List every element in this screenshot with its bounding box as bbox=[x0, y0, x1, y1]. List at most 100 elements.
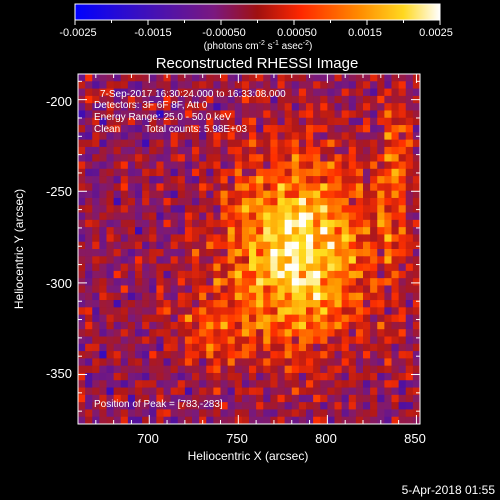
heatmap-pixel bbox=[135, 394, 143, 403]
heatmap-pixel bbox=[398, 197, 407, 206]
heatmap-pixel bbox=[120, 154, 129, 162]
heatmap-pixel bbox=[306, 285, 314, 294]
heatmap-pixel bbox=[398, 103, 407, 111]
heatmap-pixel bbox=[298, 219, 307, 228]
heatmap-pixel bbox=[249, 249, 257, 257]
heatmap-pixel bbox=[277, 110, 286, 119]
heatmap-pixel bbox=[184, 234, 193, 243]
heatmap-pixel bbox=[156, 300, 164, 308]
heatmap-pixel bbox=[135, 190, 143, 199]
heatmap-pixel bbox=[377, 372, 385, 381]
heatmap-pixel bbox=[334, 110, 343, 119]
heatmap-pixel bbox=[149, 256, 157, 264]
y-tick-label: -350 bbox=[46, 366, 72, 381]
heatmap-pixel bbox=[384, 358, 392, 367]
heatmap-pixel bbox=[120, 351, 129, 359]
heatmap-pixel bbox=[78, 416, 86, 425]
heatmap-pixel bbox=[256, 241, 264, 250]
heatmap-pixel bbox=[412, 176, 421, 184]
heatmap-pixel bbox=[398, 263, 407, 272]
heatmap-pixel bbox=[334, 88, 343, 97]
heatmap-pixel bbox=[135, 234, 143, 243]
heatmap-pixel bbox=[391, 161, 400, 170]
heatmap-pixel bbox=[135, 321, 143, 330]
heatmap-pixel bbox=[313, 197, 321, 206]
heatmap-pixel bbox=[270, 336, 278, 345]
heatmap-pixel bbox=[341, 307, 350, 316]
heatmap-pixel bbox=[142, 409, 150, 418]
heatmap-pixel bbox=[227, 409, 236, 418]
heatmap-pixel bbox=[163, 292, 172, 301]
heatmap-pixel bbox=[99, 256, 107, 264]
heatmap-pixel bbox=[384, 387, 392, 396]
heatmap-pixel bbox=[256, 307, 264, 316]
heatmap-pixel bbox=[156, 241, 164, 250]
heatmap-pixel bbox=[263, 212, 271, 221]
heatmap-pixel bbox=[270, 256, 278, 264]
heatmap-pixel bbox=[263, 365, 271, 374]
heatmap-pixel bbox=[120, 336, 129, 345]
heatmap-pixel bbox=[199, 358, 207, 367]
heatmap-pixel bbox=[170, 372, 179, 381]
heatmap-pixel bbox=[135, 81, 143, 89]
colorbar-tick-label: -0.0025 bbox=[59, 27, 96, 39]
heatmap-pixel bbox=[398, 256, 407, 264]
heatmap-pixel bbox=[270, 117, 278, 126]
heatmap-pixel bbox=[412, 234, 421, 243]
heatmap-pixel bbox=[220, 103, 229, 111]
heatmap-pixel bbox=[184, 168, 193, 177]
heatmap-pixel bbox=[277, 205, 286, 213]
heatmap-pixel bbox=[177, 139, 186, 148]
heatmap-pixel bbox=[370, 256, 378, 264]
heatmap-pixel bbox=[327, 380, 335, 388]
heatmap-pixel bbox=[320, 351, 328, 359]
heatmap-pixel bbox=[177, 132, 186, 141]
heatmap-pixel bbox=[256, 88, 264, 97]
heatmap-pixel bbox=[291, 402, 300, 410]
heatmap-pixel bbox=[127, 343, 136, 352]
heatmap-pixel bbox=[99, 168, 107, 177]
heatmap-pixel bbox=[206, 256, 214, 264]
heatmap-pixel bbox=[170, 227, 179, 235]
heatmap-pixel bbox=[348, 227, 357, 235]
heatmap-pixel bbox=[199, 292, 207, 301]
heatmap-pixel bbox=[412, 117, 421, 126]
heatmap-pixel bbox=[227, 154, 236, 162]
heatmap-pixel bbox=[206, 321, 214, 330]
heatmap-pixel bbox=[127, 125, 136, 133]
heatmap-pixel bbox=[220, 249, 229, 257]
heatmap-pixel bbox=[113, 343, 122, 352]
heatmap-pixel bbox=[377, 190, 385, 199]
heatmap-pixel bbox=[291, 146, 300, 155]
heatmap-pixel bbox=[306, 263, 314, 272]
heatmap-pixel bbox=[284, 219, 293, 228]
heatmap-pixel bbox=[412, 263, 421, 272]
heatmap-pixel bbox=[370, 416, 378, 425]
heatmap-pixel bbox=[270, 154, 278, 162]
heatmap-pixel bbox=[363, 329, 371, 337]
heatmap-pixel bbox=[227, 285, 236, 294]
heatmap-pixel bbox=[327, 117, 335, 126]
heatmap-pixel bbox=[113, 205, 122, 213]
heatmap-pixel bbox=[213, 351, 221, 359]
heatmap-pixel bbox=[99, 205, 107, 213]
heatmap-pixel bbox=[241, 212, 250, 221]
heatmap-pixel bbox=[263, 387, 271, 396]
heatmap-pixel bbox=[206, 402, 214, 410]
heatmap-pixel bbox=[234, 321, 243, 330]
heatmap-pixel bbox=[170, 256, 179, 264]
heatmap-pixel bbox=[370, 219, 378, 228]
heatmap-pixel bbox=[327, 256, 335, 264]
heatmap-pixel bbox=[92, 168, 100, 177]
heatmap-pixel bbox=[184, 219, 193, 228]
heatmap-pixel bbox=[149, 205, 157, 213]
heatmap-pixel bbox=[184, 227, 193, 235]
heatmap-pixel bbox=[92, 88, 100, 97]
heatmap-pixel bbox=[156, 117, 164, 126]
heatmap-pixel bbox=[85, 146, 93, 155]
heatmap-pixel bbox=[213, 110, 221, 119]
heatmap-pixel bbox=[412, 351, 421, 359]
heatmap-pixel bbox=[99, 402, 107, 410]
heatmap-pixel bbox=[334, 249, 343, 257]
heatmap-pixel bbox=[85, 270, 93, 279]
